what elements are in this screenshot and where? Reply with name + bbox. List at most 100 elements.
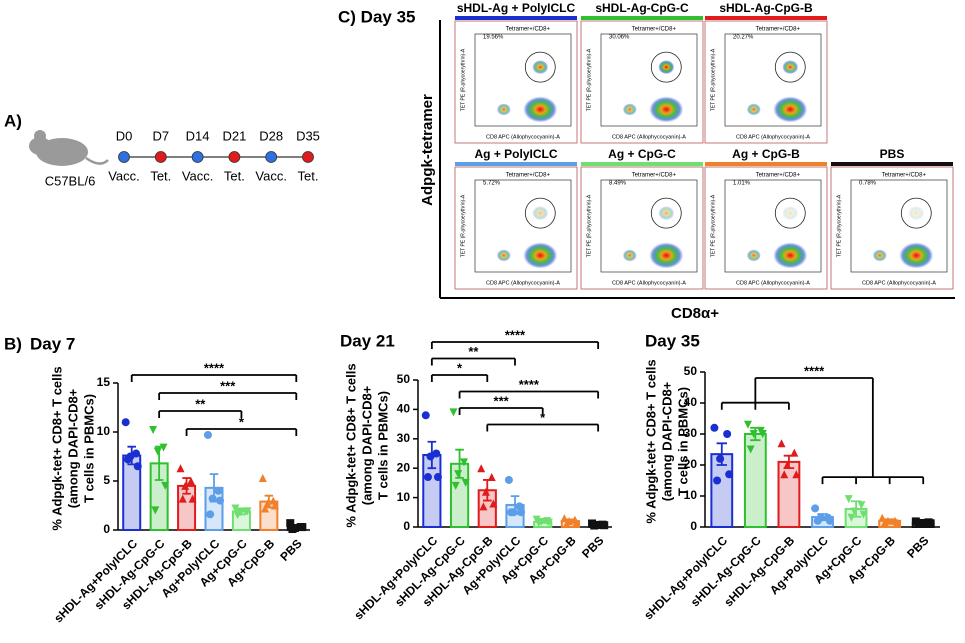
y-axis-title: (among DAPI-CD8+ — [359, 385, 374, 505]
gated-population — [532, 206, 549, 221]
plot-title: Ag + PolyICLC — [474, 147, 557, 161]
y-tick-label: 30 — [684, 426, 698, 440]
gate — [524, 197, 556, 229]
y-axis-title: T cells in PBMCs) — [375, 391, 390, 500]
title-bar — [581, 162, 703, 166]
plot-box — [454, 166, 578, 290]
data-point — [161, 481, 170, 490]
data-point — [481, 487, 490, 496]
x-tick-label: PBS — [904, 533, 931, 560]
plot-y-axis: TET PE (R-phycoerythrin)-A — [710, 48, 716, 111]
plot-title: sHDL-Ag-CpG-B — [719, 1, 813, 15]
data-point — [153, 447, 162, 456]
plot-y-axis: TET PE (R-phycoerythrin)-A — [460, 48, 466, 111]
y-axis-title: % Adpgk-tet+ CD8+ T cells — [343, 363, 358, 527]
gate — [650, 51, 682, 83]
cell-population — [622, 249, 637, 262]
timeline-dot — [154, 151, 167, 163]
strain-label: C57BL/6 — [45, 173, 96, 188]
y-tick-label: 0 — [690, 519, 697, 533]
y-tick-label: 0 — [103, 522, 110, 536]
data-point — [780, 470, 789, 479]
plot-x-axis: CD8 APC (Allophycocyanin)-A — [486, 280, 560, 286]
data-point — [844, 495, 853, 504]
y-tick-label: 10 — [97, 424, 111, 438]
gate-percent: 5.72% — [483, 181, 501, 187]
data-point — [790, 448, 799, 457]
title-bar — [705, 162, 827, 166]
data-point — [231, 504, 240, 513]
y-axis-title: Adpgk-tetramer — [419, 94, 436, 206]
gate-percent: 0.78% — [859, 181, 877, 187]
chart-title: Day 35 — [645, 331, 700, 350]
cell-population — [496, 103, 511, 116]
x-tick-label: PBS — [277, 536, 304, 563]
plot-x-axis: CD8 APC (Allophycocyanin)-A — [612, 134, 686, 140]
cell-population — [649, 242, 684, 269]
significance-label: **** — [519, 377, 540, 392]
plot-x-axis: CD8 APC (Allophycocyanin)-A — [862, 280, 936, 286]
day-label: D28 — [259, 128, 283, 143]
significance-label: * — [239, 414, 245, 429]
data-point — [713, 476, 722, 485]
day-label: D21 — [222, 128, 246, 143]
title-bar — [455, 162, 577, 166]
data-point — [208, 494, 217, 503]
gated-population — [658, 60, 675, 75]
plot-x-axis: CD8 APC (Allophycocyanin)-A — [486, 134, 560, 140]
data-point — [743, 420, 752, 429]
data-point — [504, 475, 513, 484]
y-tick-label: 10 — [684, 488, 698, 502]
gate-percent: 20.27% — [733, 35, 754, 41]
panel-label: B) — [4, 334, 22, 353]
plot-frame — [474, 33, 572, 127]
data-point — [454, 470, 463, 479]
y-tick-label: 40 — [684, 395, 698, 409]
data-point — [461, 478, 470, 487]
data-point — [878, 513, 887, 522]
plot-title: Ag + CpG-C — [608, 147, 676, 161]
gate-percent: 30.06% — [609, 35, 630, 41]
data-point — [811, 504, 820, 513]
significance-label: * — [540, 410, 546, 425]
gate-label: Tetramer+/CD8+ — [756, 173, 801, 179]
gate — [774, 197, 806, 229]
data-point — [859, 510, 868, 519]
gate — [900, 197, 932, 229]
title-bar — [705, 16, 827, 20]
panel-label: C) Day 35 — [338, 7, 415, 26]
y-tick-label: 20 — [397, 460, 411, 474]
cell-population — [746, 249, 761, 262]
data-point — [857, 501, 866, 510]
plot-box — [830, 166, 954, 290]
y-tick-label: 40 — [397, 402, 411, 416]
data-point — [560, 514, 569, 523]
data-point — [178, 494, 187, 503]
plot-title: PBS — [880, 147, 905, 161]
data-point — [534, 519, 543, 528]
data-point — [562, 520, 571, 529]
title-bar — [581, 16, 703, 20]
plot-box — [704, 20, 828, 144]
cell-population — [523, 96, 558, 123]
data-point — [451, 481, 460, 490]
timeline-dot — [228, 151, 241, 163]
cell-population — [496, 249, 511, 262]
data-point — [850, 507, 859, 516]
plot-box — [704, 166, 828, 290]
y-axis-title: (among DAPI-CD8+ — [659, 381, 674, 501]
significance-label: *** — [220, 378, 236, 393]
data-point — [600, 521, 609, 530]
timeline-dot — [191, 151, 204, 163]
plot-y-axis: TET PE (R-phycoerythrin)-A — [460, 194, 466, 257]
gate-label: Tetramer+/CD8+ — [632, 27, 677, 33]
data-point — [298, 523, 307, 532]
data-point — [449, 408, 458, 417]
data-point — [777, 439, 786, 448]
panel-label: A) — [4, 111, 22, 130]
event-label: Vacc. — [182, 168, 214, 183]
plot-frame — [600, 179, 698, 273]
data-point — [243, 507, 252, 516]
data-point — [758, 430, 767, 438]
y-axis-title: % Adpgk-tet+ CD8+ T cells — [643, 359, 658, 523]
